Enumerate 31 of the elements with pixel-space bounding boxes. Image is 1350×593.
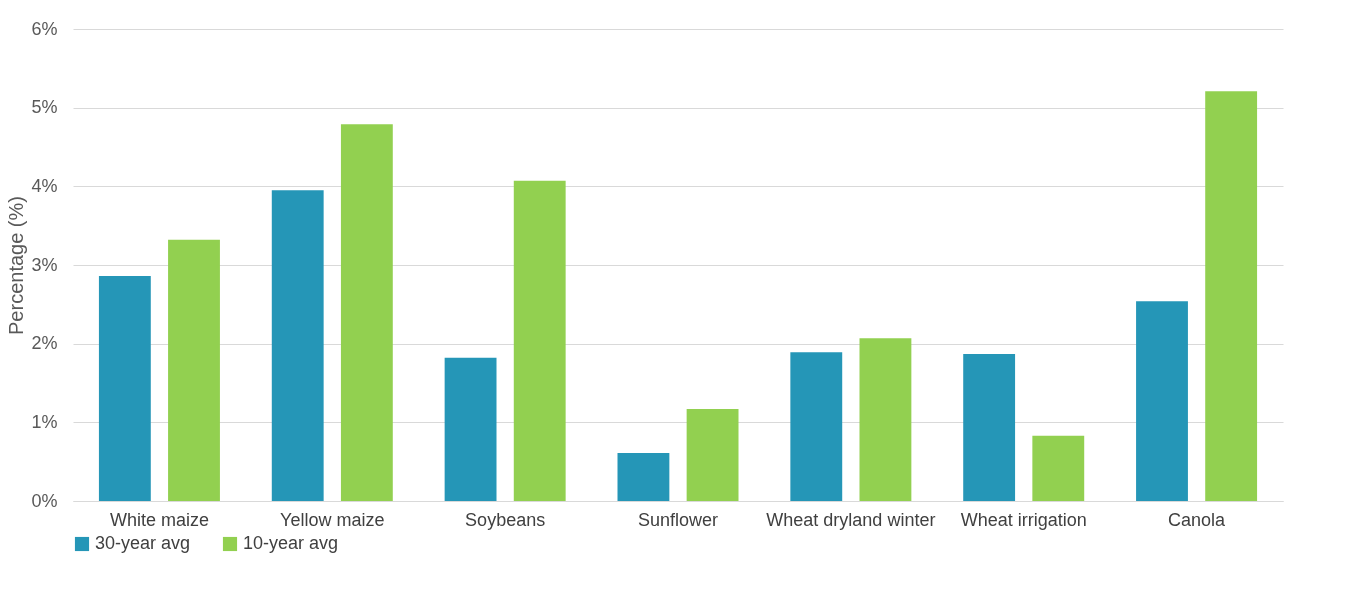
bar xyxy=(686,408,739,501)
bar xyxy=(168,239,220,501)
bar xyxy=(1205,91,1258,501)
y-tick-label: 0% xyxy=(31,490,58,511)
x-tick-label: Soybeans xyxy=(465,509,546,530)
bar xyxy=(271,190,324,501)
bar xyxy=(1136,301,1188,501)
x-tick-label: Wheat irrigation xyxy=(960,509,1087,530)
bar xyxy=(963,353,1016,501)
bar xyxy=(617,453,670,501)
y-tick-label: 3% xyxy=(31,254,58,275)
x-tick-label: White maize xyxy=(109,509,209,530)
y-tick-label: 6% xyxy=(31,18,58,39)
bar xyxy=(859,338,912,501)
y-axis-title: Percentage (%) xyxy=(5,196,28,335)
x-tick-label: Wheat dryland winter xyxy=(766,509,936,530)
y-tick-label: 4% xyxy=(31,175,58,196)
bar xyxy=(1032,435,1085,501)
x-tick-label: Canola xyxy=(1168,509,1227,530)
bar xyxy=(340,124,393,501)
y-tick-label: 2% xyxy=(31,333,58,354)
bar xyxy=(790,352,843,501)
y-tick-label: 5% xyxy=(31,97,58,118)
bar xyxy=(513,180,566,501)
x-tick-label: Yellow maize xyxy=(280,509,385,530)
x-tick-label: Sunflower xyxy=(637,509,719,530)
y-tick-label: 1% xyxy=(31,411,58,432)
legend-label: 30-year avg xyxy=(95,533,191,553)
bar xyxy=(444,357,497,501)
legend-label: 10-year avg xyxy=(243,533,339,553)
bar xyxy=(98,276,151,501)
